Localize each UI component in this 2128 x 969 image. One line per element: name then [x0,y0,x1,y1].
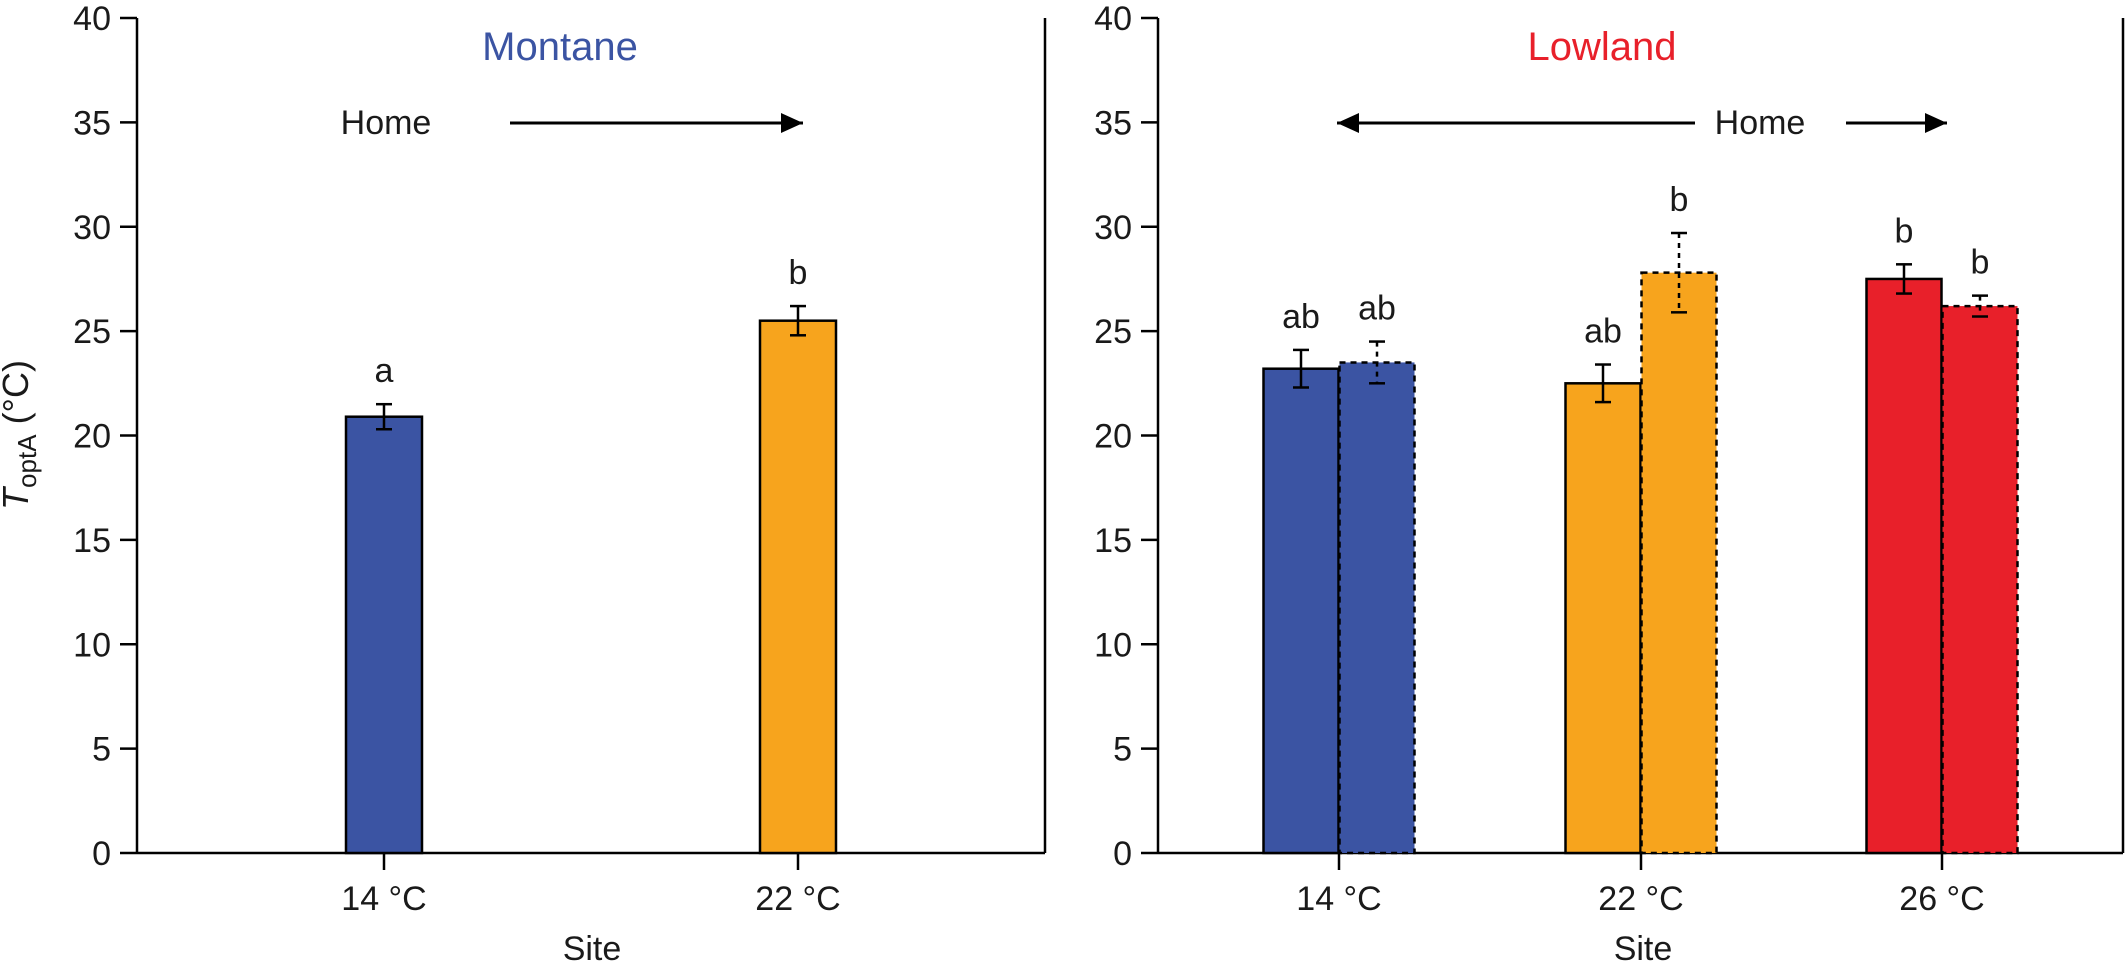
significance-letter: b [1670,181,1689,219]
y-tick-label: 10 [73,626,111,664]
significance-letter: b [789,254,808,292]
y-tick-label: 25 [1094,313,1132,351]
y-axis-label: ToptA (°C) [0,360,42,510]
bar [1564,382,1642,855]
x-axis-label: Site [563,930,622,964]
significance-letter: ab [1584,313,1622,351]
y-tick-label: 15 [1094,522,1132,560]
error-bar [1671,231,1687,314]
panel-title: Montane [482,25,638,69]
y-tick-label: 40 [73,0,111,38]
x-tick-label: 14 °C [341,880,426,918]
significance-letter: ab [1358,290,1396,328]
arrow-head [781,113,803,133]
error-bar [1972,294,1988,318]
error-bar [376,402,392,431]
home-label: Home [1715,104,1806,142]
y-tick-label: 30 [73,209,111,247]
significance-letter: b [1971,244,1990,282]
y-tick-label: 25 [73,313,111,351]
significance-letter: ab [1282,298,1320,336]
home-label: Home [341,104,432,142]
bar [1941,304,2019,855]
error-bar [1595,363,1611,404]
y-tick-label: 15 [73,522,111,560]
y-tick-label: 5 [1113,731,1132,769]
y-tick-label: 35 [1094,104,1132,142]
y-tick-label: 0 [1113,835,1132,873]
error-bar [1293,348,1309,389]
x-tick-label: 22 °C [1598,880,1683,918]
significance-letter: a [375,352,394,390]
x-tick-label: 26 °C [1899,880,1984,918]
chart-panel-1: 0 5 10 15 20 25 30 35 40 14 °C 22 °C Site Montane Hom… [0,0,1047,968]
chart-panel-2: 0 5 10 15 20 25 30 35 40 14 °C 22 °C 26 °C Site Lowla… [1094,0,2125,968]
bar [1338,361,1416,855]
y-tick-label: 20 [1094,418,1132,456]
y-tick-label: 10 [1094,626,1132,664]
y-tick-label: 5 [92,731,111,769]
bar [1262,367,1340,855]
x-tick-label: 22 °C [755,880,840,918]
panel-title: Lowland [1527,25,1676,69]
y-tick-label: 20 [73,418,111,456]
x-tick-label: 14 °C [1296,880,1381,918]
arrow-head [1925,113,1947,133]
bar [1865,277,1943,855]
y-tick-label: 40 [1094,0,1132,38]
bar [758,319,838,855]
error-bar [1369,340,1385,385]
arrow-head [1337,113,1359,133]
y-tick-label: 35 [73,104,111,142]
y-tick-label: 0 [92,835,111,873]
x-axis-label: Site [1614,930,1673,964]
bar [344,415,424,855]
y-tick-label: 30 [1094,209,1132,247]
error-bar [790,304,806,337]
error-bar [1896,263,1912,295]
bar [1640,271,1718,855]
significance-letter: b [1895,212,1914,250]
